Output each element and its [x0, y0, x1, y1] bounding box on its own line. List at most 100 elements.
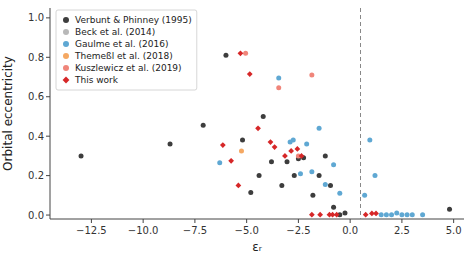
point [331, 162, 336, 167]
point [282, 153, 288, 159]
point [373, 211, 379, 217]
x-tick [194, 219, 195, 223]
x-tick-label: −2.5 [286, 225, 310, 236]
point [317, 173, 322, 178]
point [255, 125, 261, 131]
legend-label: Kuszlewicz et al. (2019) [75, 63, 182, 73]
point [269, 159, 274, 164]
background [0, 0, 474, 257]
point [220, 142, 226, 148]
point [261, 114, 266, 119]
series [217, 76, 425, 218]
point [399, 212, 404, 217]
point [334, 212, 340, 218]
point [323, 182, 328, 187]
point [168, 142, 173, 147]
point [298, 171, 303, 176]
y-tick [46, 175, 50, 176]
y-tick-label: 0.8 [28, 52, 44, 63]
x-tick [401, 219, 402, 223]
point [299, 153, 305, 159]
x-tick-label: −7.5 [183, 225, 207, 236]
x-tick-label: 0.0 [342, 225, 358, 236]
x-tick-label: 5.0 [446, 225, 462, 236]
y-tick [46, 136, 50, 137]
point [294, 146, 300, 152]
point [291, 138, 296, 143]
y-tick [46, 215, 50, 216]
legend-label: Themeßl et al. (2018) [74, 51, 173, 61]
y-tick [46, 57, 50, 58]
point [217, 160, 222, 165]
point [317, 126, 322, 131]
legend-key [63, 65, 69, 71]
y-tick [46, 96, 50, 97]
point [394, 211, 399, 216]
legend-key [63, 17, 69, 23]
point [223, 53, 228, 58]
x-tick-label: −5.0 [235, 225, 259, 236]
legend-label: This work [74, 75, 119, 85]
point [328, 183, 333, 188]
y-tick [46, 17, 50, 18]
y-axis-label: Orbital eccentricity [1, 56, 15, 171]
point [268, 139, 274, 145]
point [276, 76, 281, 81]
point [201, 123, 206, 128]
point [288, 148, 294, 154]
legend-label: Verbunt & Phinney (1995) [75, 15, 192, 25]
point [248, 190, 253, 195]
point [389, 212, 394, 217]
series [239, 148, 244, 153]
x-axis-label: εᵣ [252, 240, 262, 254]
point [243, 51, 248, 56]
point [310, 193, 315, 198]
legend: Verbunt & Phinney (1995)Beck et al. (201… [56, 10, 197, 90]
y-tick-label: 1.0 [28, 12, 44, 23]
point [447, 207, 452, 212]
point [405, 212, 410, 217]
point [342, 211, 347, 216]
point [309, 73, 314, 78]
x-tick [91, 219, 92, 223]
legend-frame [56, 10, 197, 90]
point [420, 212, 425, 217]
point [362, 193, 367, 198]
y-tick-label: 0.0 [28, 210, 44, 221]
point [239, 148, 244, 153]
point [228, 158, 234, 164]
legend-key [63, 41, 69, 47]
x-tick [298, 219, 299, 223]
y-tick-label: 0.6 [28, 91, 44, 102]
y-tick-label: 0.4 [28, 131, 44, 142]
legend-key [63, 29, 69, 35]
axes: −12.5−10.0−7.5−5.0−2.50.02.55.00.00.20.4… [28, 8, 464, 236]
reference-line [360, 8, 361, 219]
y-axis-line [50, 8, 51, 219]
point [79, 153, 84, 158]
point [372, 173, 377, 178]
point [317, 212, 323, 218]
legend-label: Gaulme et al. (2016) [75, 39, 168, 49]
point [337, 191, 342, 196]
point [367, 138, 372, 143]
point [304, 142, 309, 147]
point [384, 212, 389, 217]
x-tick [453, 219, 454, 223]
point [292, 173, 297, 178]
point [257, 173, 262, 178]
x-tick-label: −10.0 [128, 225, 159, 236]
x-tick [350, 219, 351, 223]
x-tick-label: −12.5 [76, 225, 107, 236]
point [363, 212, 369, 218]
point [323, 153, 328, 158]
point [235, 183, 241, 189]
point [410, 212, 415, 217]
series [243, 51, 314, 159]
point [331, 205, 336, 210]
legend-key [63, 53, 69, 59]
x-tick-label: 2.5 [394, 225, 410, 236]
point [309, 212, 315, 218]
point [272, 144, 278, 150]
point [238, 50, 244, 56]
